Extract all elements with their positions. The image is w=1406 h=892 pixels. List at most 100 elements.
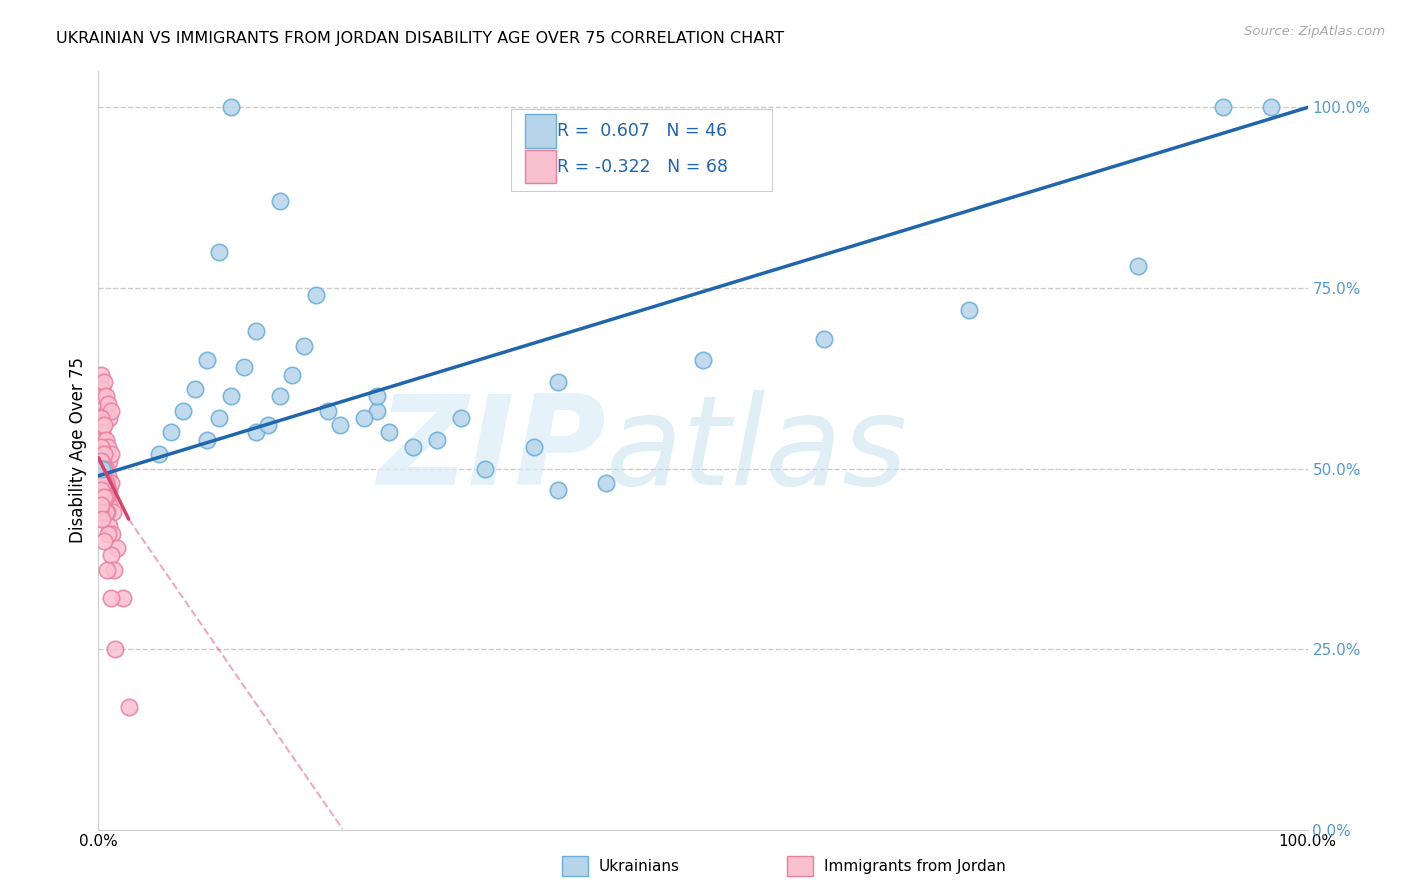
Point bbox=[184, 382, 207, 396]
Point bbox=[208, 244, 231, 259]
Point bbox=[96, 475, 118, 490]
Point bbox=[96, 447, 118, 461]
Point bbox=[281, 368, 304, 382]
Point bbox=[269, 194, 291, 209]
Point bbox=[97, 526, 120, 541]
Text: ZIP: ZIP bbox=[378, 390, 606, 511]
Point bbox=[813, 332, 835, 346]
Point bbox=[353, 411, 375, 425]
Point bbox=[94, 505, 117, 519]
Point bbox=[90, 411, 112, 425]
Point bbox=[90, 498, 112, 512]
Point bbox=[101, 505, 124, 519]
Point bbox=[100, 403, 122, 417]
Text: UKRAINIAN VS IMMIGRANTS FROM JORDAN DISABILITY AGE OVER 75 CORRELATION CHART: UKRAINIAN VS IMMIGRANTS FROM JORDAN DISA… bbox=[56, 31, 785, 46]
Point bbox=[172, 403, 194, 417]
Point bbox=[93, 375, 115, 389]
Point bbox=[208, 411, 231, 425]
Point bbox=[402, 440, 425, 454]
Point bbox=[90, 368, 112, 382]
Point bbox=[100, 591, 122, 606]
Point bbox=[96, 505, 118, 519]
Point bbox=[96, 403, 118, 417]
Point bbox=[692, 353, 714, 368]
Point bbox=[547, 375, 569, 389]
Point bbox=[100, 526, 122, 541]
Point bbox=[245, 324, 267, 338]
Point bbox=[98, 483, 121, 498]
Point bbox=[94, 433, 117, 447]
Point bbox=[195, 353, 218, 368]
Point bbox=[366, 403, 388, 417]
Point bbox=[98, 454, 121, 468]
Point bbox=[366, 389, 388, 403]
Point bbox=[90, 440, 112, 454]
Point bbox=[89, 505, 111, 519]
Point bbox=[450, 411, 472, 425]
Point bbox=[91, 433, 114, 447]
Point bbox=[93, 491, 115, 505]
Point bbox=[100, 447, 122, 461]
Point bbox=[90, 454, 112, 468]
Point bbox=[292, 339, 315, 353]
Point bbox=[91, 505, 114, 519]
Point bbox=[98, 411, 121, 425]
Point bbox=[232, 360, 254, 375]
Point bbox=[474, 461, 496, 475]
Point bbox=[91, 491, 114, 505]
Point bbox=[94, 389, 117, 403]
Point bbox=[90, 483, 112, 498]
Point bbox=[595, 475, 617, 490]
Point bbox=[97, 396, 120, 410]
Point bbox=[96, 491, 118, 505]
Point bbox=[93, 475, 115, 490]
Point bbox=[256, 418, 278, 433]
Point bbox=[93, 461, 115, 475]
Point bbox=[89, 375, 111, 389]
Text: Ukrainians: Ukrainians bbox=[599, 859, 681, 873]
Point bbox=[94, 491, 117, 505]
Point bbox=[195, 433, 218, 447]
Point bbox=[160, 425, 183, 440]
Point bbox=[148, 447, 170, 461]
Point bbox=[111, 591, 134, 606]
Point bbox=[98, 519, 121, 533]
Point bbox=[91, 512, 114, 526]
Point bbox=[94, 461, 117, 475]
Point bbox=[91, 475, 114, 490]
Point bbox=[89, 447, 111, 461]
Text: Immigrants from Jordan: Immigrants from Jordan bbox=[824, 859, 1005, 873]
Text: R = -0.322   N = 68: R = -0.322 N = 68 bbox=[557, 158, 728, 176]
Point bbox=[547, 483, 569, 498]
Point bbox=[957, 302, 980, 317]
Point bbox=[91, 468, 114, 483]
Point bbox=[316, 403, 339, 417]
Point bbox=[91, 425, 114, 440]
Point bbox=[91, 382, 114, 396]
Point bbox=[90, 468, 112, 483]
Point bbox=[97, 440, 120, 454]
Point bbox=[91, 483, 114, 498]
Text: Source: ZipAtlas.com: Source: ZipAtlas.com bbox=[1244, 25, 1385, 38]
Point bbox=[96, 563, 118, 577]
Point bbox=[523, 440, 546, 454]
Point bbox=[103, 563, 125, 577]
Point bbox=[91, 454, 114, 468]
Point bbox=[221, 389, 243, 403]
Point bbox=[329, 418, 352, 433]
Point bbox=[100, 548, 122, 562]
Point bbox=[91, 389, 114, 403]
Point bbox=[89, 418, 111, 433]
Point bbox=[100, 475, 122, 490]
Point bbox=[104, 642, 127, 657]
Point bbox=[98, 498, 121, 512]
Point bbox=[105, 541, 128, 555]
Point bbox=[118, 699, 141, 714]
Point bbox=[377, 425, 399, 440]
Point bbox=[1212, 100, 1234, 114]
Point bbox=[93, 447, 115, 461]
Point bbox=[89, 491, 111, 505]
Point bbox=[93, 533, 115, 548]
Point bbox=[94, 475, 117, 490]
Point bbox=[97, 483, 120, 498]
